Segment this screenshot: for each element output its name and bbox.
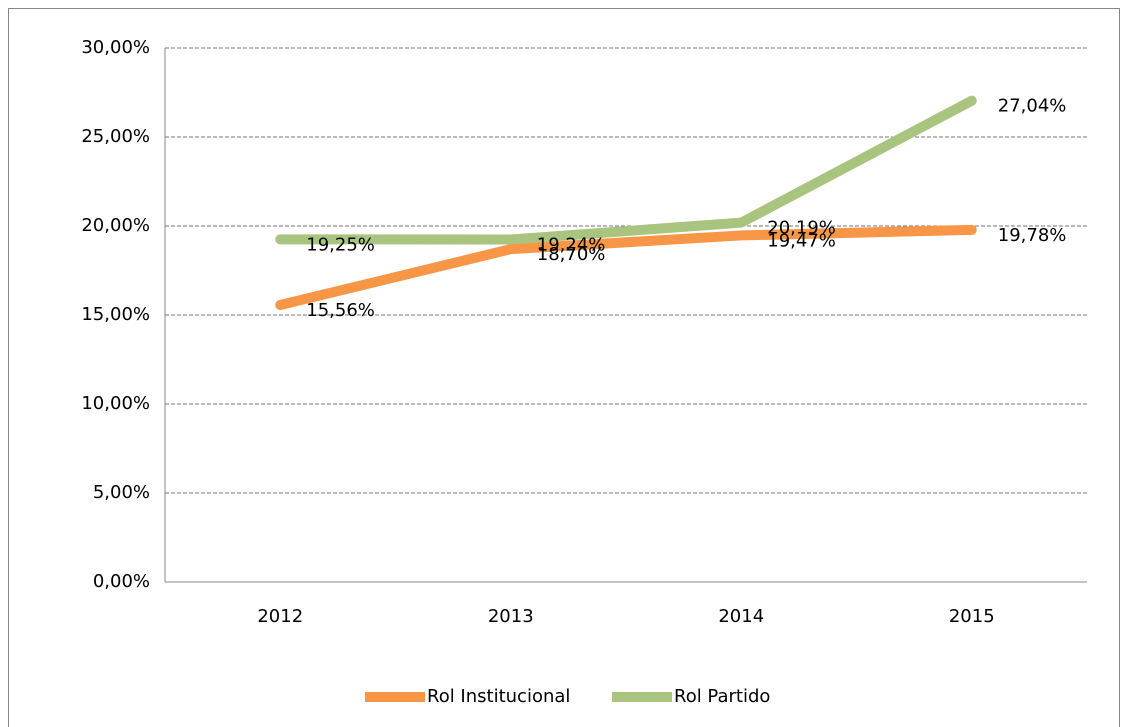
y-tick-label: 20,00% [81,215,150,236]
y-tick-label: 25,00% [81,126,150,147]
data-label: 19,25% [306,234,375,255]
series-line [275,95,977,245]
x-tick-label: 2014 [718,606,764,627]
x-tick-label: 2012 [257,606,303,627]
data-label: 20,19% [767,218,836,239]
data-label: 15,56% [306,300,375,321]
data-label: 19,78% [998,225,1067,246]
data-label: 27,04% [998,96,1067,117]
data-label: 18,70% [537,244,606,265]
y-tick-label: 30,00% [81,37,150,58]
series-line [275,224,977,311]
y-tick-label: 15,00% [81,304,150,325]
chart-border [8,8,1120,727]
data-label: 19,24% [537,235,606,256]
legend-label: Rol Institucional [427,686,570,707]
data-label: 19,47% [767,230,836,251]
legend-label: Rol Partido [674,686,770,707]
x-tick-label: 2015 [949,606,995,627]
x-tick-label: 2013 [488,606,534,627]
y-tick-label: 0,00% [93,571,150,592]
y-tick-label: 10,00% [81,393,150,414]
y-tick-label: 5,00% [93,482,150,503]
